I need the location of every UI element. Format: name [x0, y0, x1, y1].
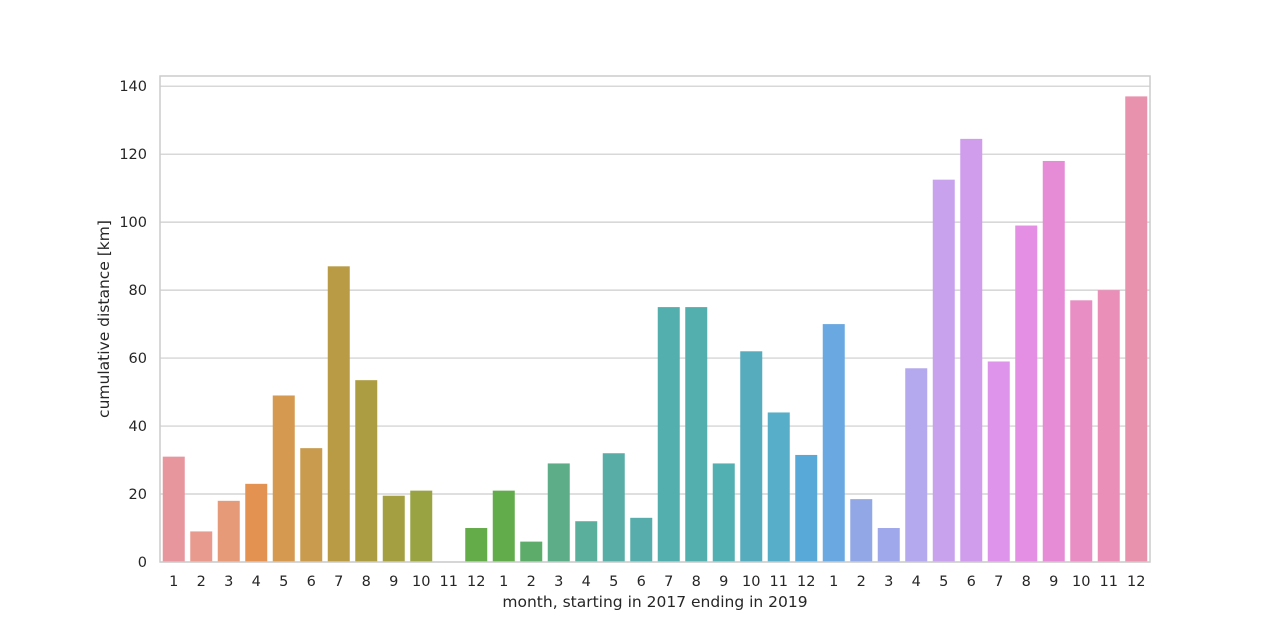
- x-tick-label: 2: [857, 574, 866, 590]
- x-tick-label: 8: [692, 574, 701, 590]
- y-tick-label: 80: [129, 283, 147, 299]
- bar: [877, 528, 900, 562]
- bars: [162, 96, 1148, 563]
- bar: [272, 395, 295, 562]
- x-tick-label: 11: [1100, 574, 1118, 590]
- x-tick-label: 2: [527, 574, 536, 590]
- bar: [217, 500, 240, 562]
- y-tick-label: 0: [138, 555, 147, 571]
- x-tick-label: 1: [169, 574, 178, 590]
- plot-frame: [159, 75, 1151, 563]
- x-tick-label: 11: [770, 574, 788, 590]
- x-axis-label: month, starting in 2017 ending in 2019: [502, 593, 807, 611]
- x-tick-label: 1: [499, 574, 508, 590]
- bar: [1097, 290, 1120, 562]
- x-tick-label: 3: [884, 574, 893, 590]
- x-tick-label: 9: [1049, 574, 1058, 590]
- bar: [795, 454, 818, 562]
- bar: [575, 521, 598, 562]
- bar: [602, 453, 625, 562]
- bar: [1070, 300, 1093, 562]
- bar: [960, 138, 983, 562]
- x-tick-label: 10: [1072, 574, 1090, 590]
- x-tick-label: 10: [412, 574, 430, 590]
- bar: [767, 412, 790, 562]
- x-tick-label: 12: [1127, 574, 1145, 590]
- x-tick-label: 5: [609, 574, 618, 590]
- y-tick-label: 40: [129, 419, 147, 435]
- bar: [987, 361, 1010, 562]
- x-tick-label: 8: [362, 574, 371, 590]
- x-tick-label: 6: [967, 574, 976, 590]
- bar: [162, 456, 185, 562]
- bar: [190, 531, 213, 562]
- x-tick-label: 7: [994, 574, 1003, 590]
- bar: [355, 380, 378, 562]
- x-tick-label: 2: [197, 574, 206, 590]
- x-tick-label: 9: [389, 574, 398, 590]
- x-tick-label: 10: [742, 574, 760, 590]
- bar: [465, 528, 488, 562]
- x-tick-label: 11: [440, 574, 458, 590]
- bar: [492, 490, 515, 562]
- y-tick-label: 100: [119, 215, 147, 231]
- x-tick-label: 1: [829, 574, 838, 590]
- x-tick-label: 5: [279, 574, 288, 590]
- y-tick-label: 140: [119, 79, 147, 95]
- bar: [1125, 96, 1148, 563]
- y-tick-label: 20: [129, 487, 147, 503]
- x-tick-label: 6: [307, 574, 316, 590]
- bar: [905, 368, 928, 562]
- x-tick-label: 3: [554, 574, 563, 590]
- y-axis-label: cumulative distance [km]: [95, 220, 113, 418]
- bar: [382, 495, 405, 562]
- y-tick-label: 120: [119, 147, 147, 163]
- bar: [850, 499, 873, 562]
- x-tick-label: 8: [1022, 574, 1031, 590]
- x-tick-label: 12: [797, 574, 815, 590]
- bar: [300, 448, 323, 562]
- bar: [630, 517, 653, 562]
- x-tick-label: 7: [334, 574, 343, 590]
- bar: [547, 463, 570, 562]
- bar: [685, 307, 708, 562]
- y-tick-label: 60: [129, 351, 147, 367]
- bar: [410, 490, 433, 562]
- gridlines: [160, 85, 1150, 563]
- x-tick-label: 6: [637, 574, 646, 590]
- bar: [245, 483, 268, 562]
- bar: [520, 541, 543, 562]
- x-tick-label: 4: [582, 574, 591, 590]
- x-tick-label: 9: [719, 574, 728, 590]
- bar: [822, 324, 845, 562]
- x-tick-labels: 1 2 3 4 5 6 7 8 9 10 11 12 1 2 3 4 5 6 7 8 9 10 11 12 1 2 3 4 5 6 7 8 9 1…: [169, 574, 1145, 590]
- bar: [1015, 225, 1038, 563]
- x-tick-label: 4: [912, 574, 921, 590]
- bar: [932, 179, 955, 562]
- x-tick-label: 12: [467, 574, 485, 590]
- bar: [1042, 160, 1065, 563]
- x-tick-label: 4: [252, 574, 261, 590]
- x-tick-label: 7: [664, 574, 673, 590]
- bar: [327, 266, 350, 562]
- x-tick-label: 5: [939, 574, 948, 590]
- bar: [712, 463, 735, 562]
- bar: [657, 307, 680, 562]
- x-tick-label: 3: [224, 574, 233, 590]
- bar: [740, 351, 763, 562]
- y-tick-labels: 0 20 40 60 80 100 120 140: [119, 79, 147, 571]
